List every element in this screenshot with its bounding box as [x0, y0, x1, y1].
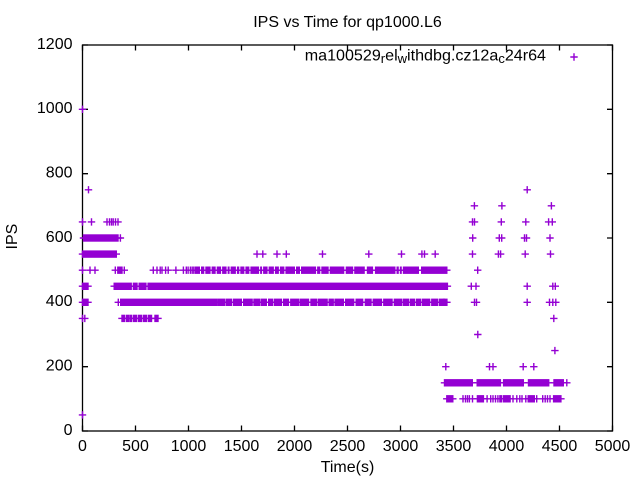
svg-text:1000: 1000: [171, 438, 207, 455]
svg-text:Time(s): Time(s): [321, 459, 375, 476]
svg-text:ma100529relwithdbg.cz12ac24r64: ma100529relwithdbg.cz12ac24r64: [305, 47, 546, 67]
svg-text:0: 0: [78, 438, 87, 455]
svg-text:4500: 4500: [542, 438, 578, 455]
svg-text:800: 800: [46, 165, 73, 182]
svg-text:IPS vs Time for qp1000.L6: IPS vs Time for qp1000.L6: [253, 14, 442, 31]
svg-text:1000: 1000: [37, 100, 73, 117]
svg-text:5000: 5000: [595, 438, 631, 455]
svg-text:0: 0: [64, 422, 73, 439]
svg-text:2000: 2000: [277, 438, 313, 455]
svg-text:200: 200: [46, 358, 73, 375]
svg-text:1200: 1200: [37, 36, 73, 53]
svg-text:2500: 2500: [330, 438, 366, 455]
svg-text:500: 500: [122, 438, 149, 455]
svg-text:3500: 3500: [436, 438, 472, 455]
svg-text:IPS: IPS: [4, 224, 21, 250]
svg-text:600: 600: [46, 229, 73, 246]
svg-text:400: 400: [46, 293, 73, 310]
svg-text:1500: 1500: [224, 438, 260, 455]
svg-text:3000: 3000: [383, 438, 419, 455]
svg-text:4000: 4000: [489, 438, 525, 455]
